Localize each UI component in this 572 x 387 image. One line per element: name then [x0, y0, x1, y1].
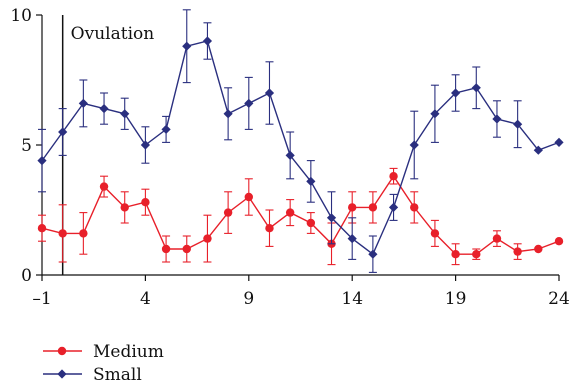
legend-item-small: Small	[43, 365, 142, 385]
data-point-medium	[141, 198, 150, 207]
legend: Medium Small	[43, 342, 164, 385]
data-point-small	[326, 213, 337, 223]
legend-marker-small	[57, 369, 67, 379]
data-point-small	[78, 98, 88, 108]
data-point-small	[554, 137, 564, 147]
y-tick-label: 0	[21, 266, 32, 286]
x-tick-label: 14	[341, 289, 363, 309]
data-point-medium	[37, 224, 47, 233]
data-point-medium	[58, 229, 67, 238]
data-point-small	[285, 150, 295, 160]
series-line-small	[41, 40, 560, 256]
axes: 0 5 10 –1 4 9 14 19 24	[10, 6, 569, 309]
x-tick-label: 4	[140, 289, 151, 309]
data-point-medium	[223, 208, 233, 217]
data-point-medium	[161, 244, 171, 254]
data-point-medium	[451, 250, 460, 259]
data-point-medium	[368, 203, 378, 212]
data-point-small	[120, 109, 130, 119]
data-point-medium	[244, 192, 253, 202]
data-point-small	[409, 140, 419, 150]
data-point-medium	[348, 203, 357, 212]
data-point-medium	[430, 229, 440, 238]
data-point-small	[99, 104, 109, 114]
data-point-medium	[182, 244, 191, 254]
data-point-small	[264, 88, 275, 98]
y-tick-label: 5	[21, 136, 32, 156]
data-point-small	[471, 83, 481, 93]
data-point-medium	[99, 182, 109, 191]
legend-marker-medium	[57, 346, 67, 356]
series-medium	[37, 167, 564, 266]
data-point-medium	[203, 234, 212, 243]
data-point-small	[347, 234, 357, 244]
data-point-medium	[120, 203, 129, 212]
data-point-small	[430, 109, 440, 119]
series-line-medium	[41, 174, 560, 255]
data-point-small	[306, 176, 316, 186]
data-point-medium	[472, 250, 481, 259]
data-point-medium	[410, 203, 419, 212]
data-point-small	[58, 127, 68, 137]
data-point-medium	[79, 229, 88, 238]
data-point-small	[533, 145, 543, 155]
data-point-small	[368, 249, 378, 259]
data-point-small	[182, 41, 192, 51]
data-point-medium	[534, 244, 543, 254]
x-tick-label: –1	[32, 289, 51, 309]
data-point-small	[202, 36, 213, 46]
data-point-small	[513, 119, 523, 129]
x-tick-label: 24	[548, 289, 570, 309]
data-point-medium	[492, 234, 502, 243]
data-point-medium	[285, 208, 295, 217]
data-point-small	[223, 109, 233, 119]
data-point-medium	[265, 224, 274, 233]
data-point-medium	[554, 237, 564, 246]
data-point-medium	[389, 172, 398, 181]
data-point-small	[451, 88, 461, 98]
data-point-medium	[513, 247, 522, 256]
ovulation-label: Ovulation	[71, 24, 155, 44]
legend-label-small: Small	[93, 365, 142, 385]
legend-label-medium: Medium	[93, 342, 164, 362]
data-point-medium	[306, 218, 316, 228]
data-point-small	[161, 124, 171, 134]
data-point-small	[492, 114, 502, 124]
data-point-small	[37, 156, 47, 166]
series-small	[37, 9, 564, 273]
y-tick-label: 10	[10, 6, 32, 26]
data-point-small	[388, 202, 399, 212]
legend-item-medium: Medium	[43, 342, 164, 362]
x-tick-label: 9	[243, 289, 254, 309]
series-layer	[37, 9, 564, 273]
data-point-small	[140, 140, 150, 150]
annotation: Ovulation	[61, 15, 155, 275]
data-point-small	[244, 98, 254, 108]
x-tick-label: 19	[445, 289, 467, 309]
